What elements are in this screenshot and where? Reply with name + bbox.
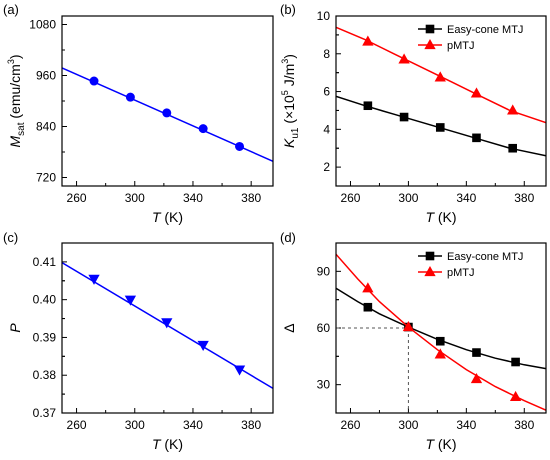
plot-frame [61, 242, 274, 414]
data-point [198, 124, 208, 134]
data-point [362, 35, 374, 46]
x-tick-label: 340 [456, 191, 476, 205]
legend-label: Easy-cone MTJ [447, 251, 523, 263]
x-tick-label: 260 [340, 418, 360, 432]
chart-panel-a: (a) 260 300 340 380 720 840 960 1080 T (K) Msat (e… [3, 2, 274, 225]
data-point [197, 340, 209, 352]
x-tick-label: 340 [183, 191, 203, 205]
data-point [434, 348, 446, 359]
data-point [399, 112, 409, 122]
data-point [472, 348, 481, 357]
data-point [363, 302, 373, 312]
y-axis-label: Msat (emu/cm3) [6, 54, 27, 147]
y-tick-label: 0.39 [33, 330, 57, 344]
plot-frame [61, 15, 274, 187]
data-point [363, 101, 373, 111]
legend-marker [425, 24, 435, 34]
y-tick-label: 30 [317, 378, 331, 392]
x-axis-label: T (K) [425, 209, 456, 225]
series-0 [62, 67, 273, 162]
legend-marker [424, 38, 436, 50]
chart-panel-b: (b) 260 300 340 380 2 4 6 8 10 Easy-cone MTJ pMTJ T … [280, 2, 547, 225]
x-tick-label: 340 [183, 418, 203, 432]
x-axis-label: T (K) [152, 436, 183, 452]
legend-label: pMTJ [447, 40, 475, 52]
x-tick-label: 380 [514, 418, 534, 432]
x-tick-label: 260 [340, 191, 360, 205]
y-tick-label: 720 [36, 171, 56, 185]
data-point [472, 133, 481, 143]
y-tick-label: 6 [323, 85, 330, 99]
chart-panel-c: (c) 260 300 340 380 0.37 0.38 0.39 0.40 0.41 T (K)… [3, 230, 274, 452]
legend-label: Easy-cone MTJ [447, 24, 523, 36]
data-point [507, 104, 519, 115]
plot-frame [335, 15, 547, 187]
y-axis-label: Δ [281, 323, 297, 332]
data-point [162, 108, 172, 118]
data-point [398, 53, 410, 64]
data-point [435, 123, 445, 132]
x-tick-label: 380 [241, 418, 261, 432]
data-point [470, 372, 483, 384]
y-tick-label: 8 [323, 47, 330, 61]
x-tick-label: 300 [398, 418, 418, 432]
series-line [336, 253, 546, 411]
data-point [509, 390, 522, 402]
data-point [508, 143, 517, 153]
y-tick-label: 960 [36, 69, 56, 83]
x-tick-label: 300 [125, 191, 145, 205]
y-tick-label: 0.40 [33, 293, 57, 307]
data-point [233, 365, 246, 376]
data-point [402, 321, 415, 332]
chart-panel-d: (d) 260 300 340 380 30 60 90 Easy-cone MTJ pMTJ T … [280, 230, 547, 452]
legend-marker [425, 251, 435, 261]
y-tick-label: 2 [323, 160, 330, 174]
legend-marker [424, 265, 436, 277]
x-axis-label: T (K) [425, 436, 456, 452]
data-point [124, 295, 137, 306]
legend: Easy-cone MTJ pMTJ [418, 251, 523, 279]
y-tick-label: 840 [36, 120, 56, 134]
x-tick-label: 300 [125, 418, 145, 432]
data-point [511, 357, 520, 367]
series-0 [62, 261, 273, 390]
data-point [161, 318, 173, 329]
y-tick-label: 10 [317, 9, 331, 23]
y-axis-label: Ku1 (×105 J/m3) [280, 54, 301, 148]
series-0 [336, 95, 546, 157]
data-point [434, 71, 446, 82]
data-point [125, 92, 135, 102]
x-tick-label: 340 [456, 418, 476, 432]
y-tick-label: 0.38 [33, 368, 57, 382]
series-1 [336, 253, 546, 411]
data-point [470, 87, 483, 98]
x-tick-label: 260 [67, 191, 87, 205]
y-tick-label: 0.37 [33, 406, 57, 420]
x-tick-label: 380 [514, 191, 534, 205]
data-point [362, 282, 374, 293]
data-point [88, 274, 100, 285]
data-point [235, 141, 245, 151]
legend-label: pMTJ [447, 267, 475, 279]
data-point [435, 336, 445, 346]
x-tick-label: 260 [67, 418, 87, 432]
y-tick-label: 90 [317, 264, 331, 278]
y-axis-label: P [7, 323, 23, 333]
panel-label: (c) [3, 230, 18, 245]
legend: Easy-cone MTJ pMTJ [418, 24, 523, 52]
panel-label: (d) [280, 230, 296, 245]
data-point [89, 76, 99, 86]
plot-frame [335, 242, 547, 414]
y-tick-label: 1080 [29, 18, 56, 32]
panel-label: (b) [280, 2, 296, 17]
y-tick-label: 0.41 [33, 255, 57, 269]
y-tick-label: 4 [323, 122, 330, 136]
series-1 [336, 26, 546, 124]
panel-label: (a) [3, 2, 19, 17]
x-tick-label: 380 [241, 191, 261, 205]
x-tick-label: 300 [398, 191, 418, 205]
x-axis-label: T (K) [152, 209, 183, 225]
y-tick-label: 60 [317, 321, 331, 335]
